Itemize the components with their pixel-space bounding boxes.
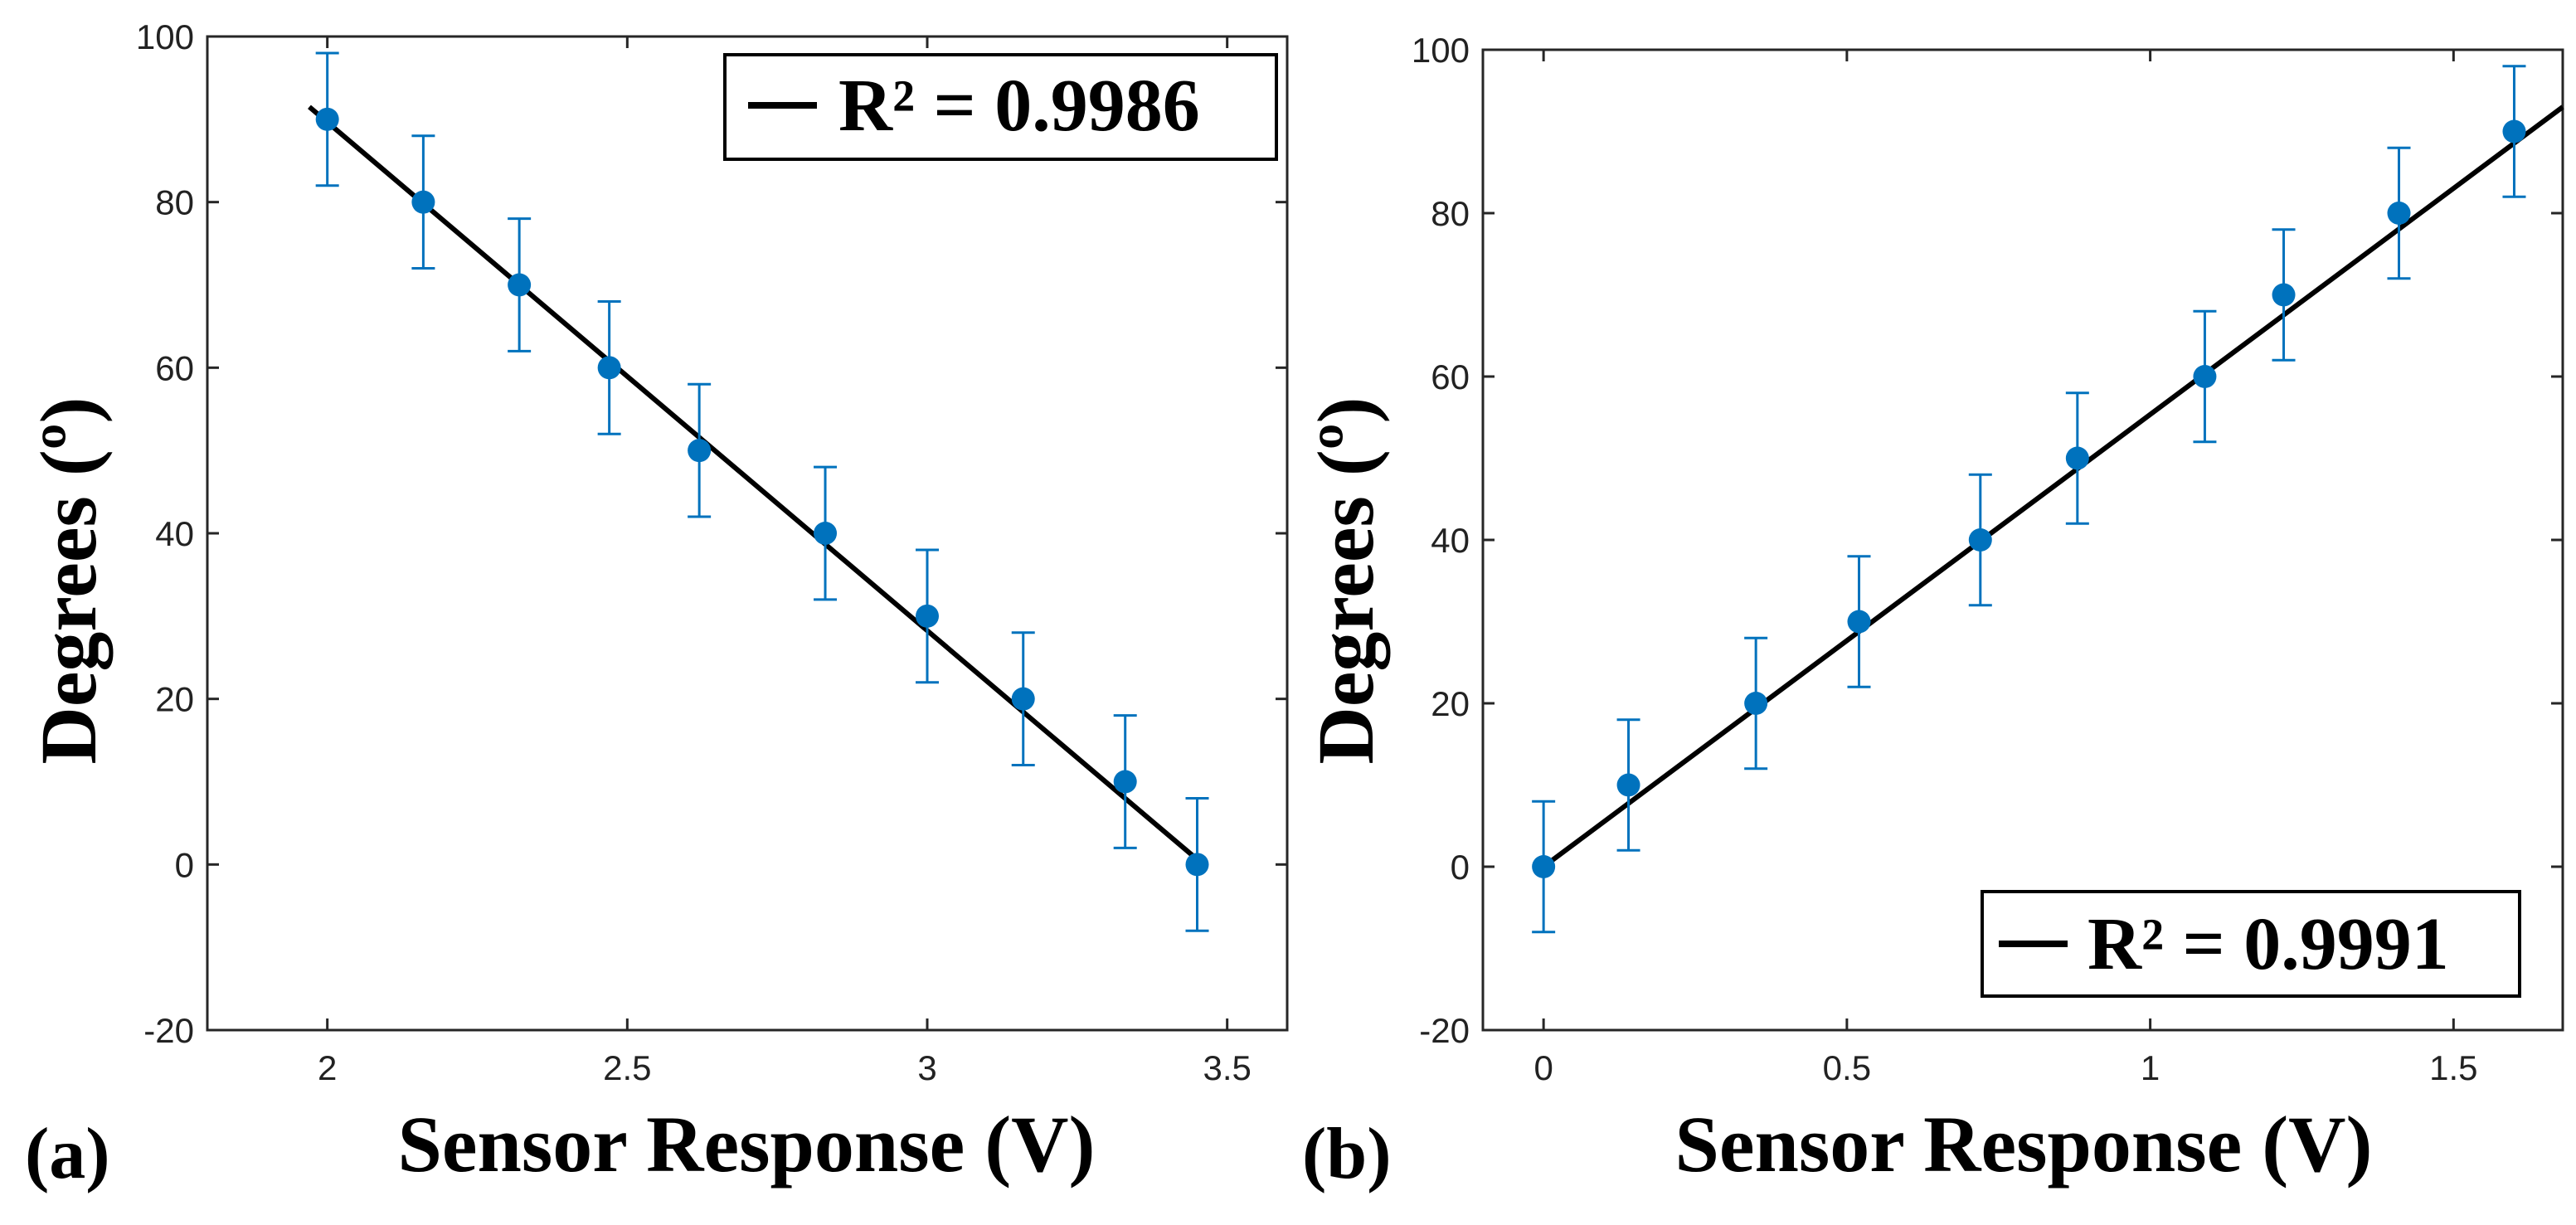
data-point [1011,687,1035,711]
legend-b: R² = 0.9991 [1981,890,2521,998]
data-point [814,522,838,545]
y-axis-label-b: Degrees (º) [1301,396,1390,764]
y-tick-label: 80 [1431,194,1470,233]
data-point [2387,202,2411,225]
y-tick-label: -20 [143,1011,194,1050]
ticks-a: 2 2.5 3 3.5 -20 0 20 40 60 80 100 [136,17,1287,1087]
data-point [688,439,712,463]
plot-area-b [1481,48,2564,1032]
legend-text-a: R² = 0.9986 [838,65,1200,147]
y-tick-label: 60 [1431,357,1470,396]
y-tick-label: 100 [1412,31,1470,70]
data-point [597,356,621,380]
data-point [1616,773,1640,797]
x-tick-label: 3 [917,1048,936,1087]
plot-area-a [206,35,1289,1032]
y-tick-label: -20 [1419,1011,1470,1050]
x-tick-label: 0 [1533,1048,1553,1087]
data-point [1847,610,1871,634]
y-axis-label-a: Degrees (º) [24,396,113,764]
data-point [1113,770,1137,794]
data-point [2272,283,2296,307]
ticks-b: 0 0.5 1 1.5 -20 0 20 40 60 80 100 [1412,31,2563,1087]
chart-a: 2 2.5 3 3.5 -20 0 20 40 60 80 100 R² = 0.9986 Sens… [24,17,1289,1194]
fit-line [308,105,1205,867]
legend-box-b [1981,890,2521,998]
data-point [315,107,339,131]
x-tick-label: 2 [318,1048,337,1087]
data-point [2193,365,2217,388]
fit-line [1542,105,2564,869]
legend-a: R² = 0.9986 [723,53,1278,161]
data-point [508,273,532,297]
legend-text-b: R² = 0.9991 [2088,903,2449,985]
panel-label-b: (b) [1302,1114,1392,1194]
data-point [411,190,435,214]
x-tick-label: 2.5 [603,1048,651,1087]
x-tick-label: 3.5 [1203,1048,1251,1087]
x-axis-label-a: Sensor Response (V) [398,1100,1096,1189]
data-point [1968,528,1992,552]
y-tick-label: 60 [155,348,194,387]
x-tick-label: 1 [2141,1048,2160,1087]
data-point [1744,692,1768,715]
y-tick-label: 20 [1431,684,1470,723]
y-tick-label: 40 [155,514,194,553]
data-point [2502,119,2526,143]
y-tick-label: 0 [175,845,194,884]
data-point [2065,446,2089,470]
y-tick-label: 80 [155,183,194,222]
data-point [1532,855,1556,878]
data-point [916,604,939,628]
x-tick-label: 0.5 [1823,1048,1871,1087]
marks-b [1532,65,2564,934]
data-point [1185,853,1209,877]
x-axis-label-b: Sensor Response (V) [1675,1100,2373,1189]
y-tick-label: 0 [1451,848,1470,887]
y-tick-label: 40 [1431,521,1470,560]
marks-a [308,51,1209,932]
y-tick-label: 100 [136,17,194,56]
y-tick-label: 20 [155,680,194,719]
panel-label-a: (a) [25,1114,110,1194]
chart-b: 0 0.5 1 1.5 -20 0 20 40 60 80 100 R² = 0.9991 Sens… [1301,31,2564,1194]
x-tick-label: 1.5 [2429,1048,2477,1087]
